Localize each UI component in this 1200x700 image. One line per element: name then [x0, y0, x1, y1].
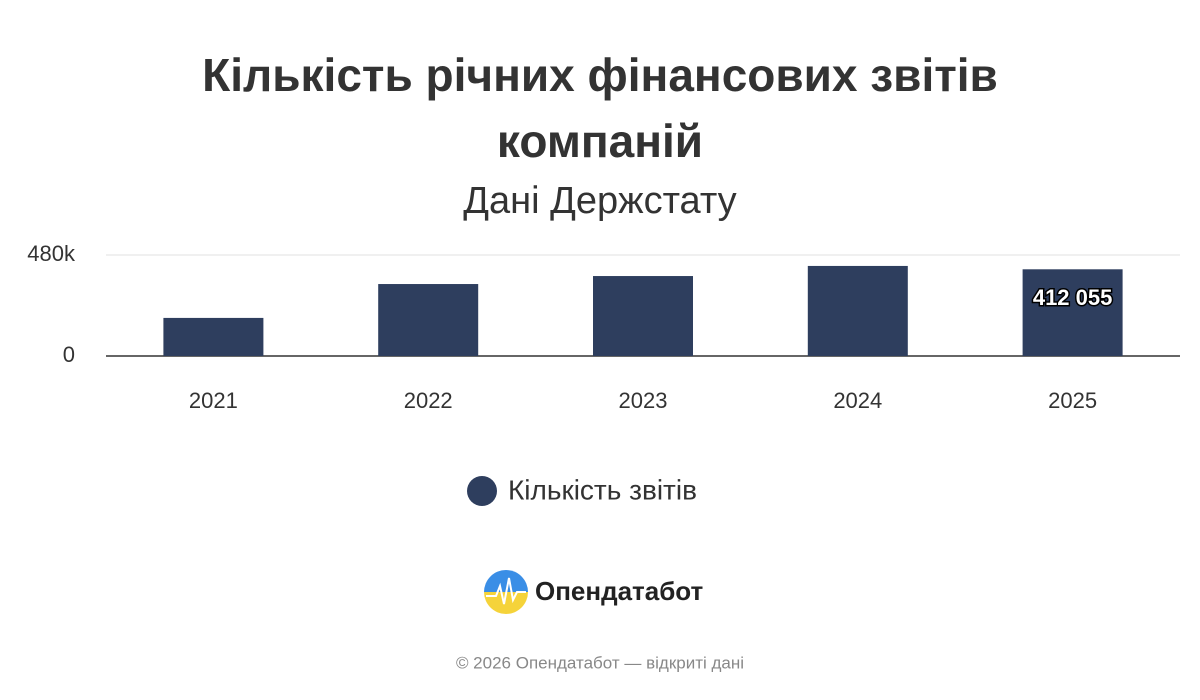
- y-tick-label: 0: [63, 342, 75, 367]
- y-tick-label: 480k: [27, 241, 76, 266]
- logo-pulse: [486, 577, 526, 605]
- x-tick-label: 2023: [619, 388, 668, 413]
- chart-title: Кількість річних фінансових звітів компа…: [202, 49, 998, 167]
- x-tick-label: 2024: [833, 388, 882, 413]
- legend-label: Кількість звітів: [508, 474, 697, 505]
- copyright: © 2026 Опендатабот — відкриті дані: [456, 653, 744, 672]
- bar: [593, 276, 693, 356]
- bar: [807, 265, 908, 356]
- bar: [163, 317, 264, 356]
- data-label: 412 055: [1033, 285, 1113, 310]
- bar: [1022, 269, 1123, 356]
- x-tick-label: 2025: [1048, 388, 1097, 413]
- bar: [378, 284, 479, 356]
- chart-subtitle: Дані Держстату: [463, 180, 737, 222]
- x-tick-label: 2021: [189, 388, 238, 413]
- brand: Опендатабот: [535, 576, 704, 606]
- x-tick-label: 2022: [404, 388, 453, 413]
- legend-marker: [467, 476, 497, 506]
